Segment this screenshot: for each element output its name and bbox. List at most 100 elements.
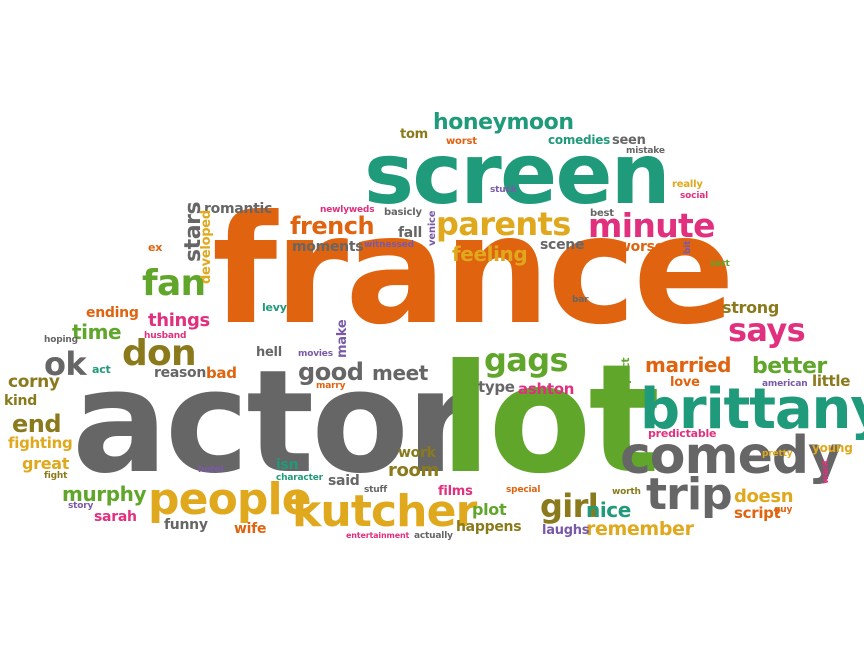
word-newlyweds: newlyweds	[320, 205, 375, 215]
word-doesn: doesn	[734, 486, 794, 507]
word-ashton: ashton	[518, 380, 575, 398]
word-reason: reason	[154, 365, 207, 381]
word-better: better	[752, 354, 827, 379]
word-social: social	[680, 191, 709, 201]
word-remember: remember	[586, 518, 694, 540]
word-end: end	[12, 410, 62, 438]
word-expect: expect	[619, 357, 632, 398]
word-girl: girl	[540, 487, 599, 525]
word-sarah: sarah	[94, 509, 137, 525]
word-comedy: comedy	[620, 426, 842, 486]
word-script: script	[734, 504, 781, 522]
word-act: act	[92, 363, 111, 376]
word-developed: developed	[199, 210, 214, 284]
word-special: special	[506, 485, 541, 495]
word-witnessed: witnessed	[364, 240, 414, 250]
word-trip: trip	[646, 469, 733, 520]
word-work: work	[398, 445, 436, 461]
word-bar: bar	[572, 295, 589, 305]
word-feeling: feeling	[452, 242, 528, 266]
word-actually: actually	[414, 531, 453, 541]
word-nice: nice	[586, 498, 631, 522]
word-fighting: fighting	[8, 434, 73, 452]
word-wife: wife	[234, 521, 267, 537]
word-strong: strong	[722, 298, 779, 317]
word-hell: hell	[256, 345, 282, 360]
word-brittany: brittany	[640, 377, 864, 442]
word-minute: minute	[588, 206, 716, 245]
word-character: character	[276, 473, 323, 483]
word-meet: meet	[372, 361, 428, 385]
word-married: married	[645, 353, 731, 377]
word-ending: ending	[86, 305, 139, 321]
word-worst: worst	[446, 136, 477, 147]
word-comedies: comedies	[548, 133, 611, 147]
word-type: type	[478, 378, 515, 396]
word-murphy: murphy	[62, 482, 147, 506]
word-ex: ex	[148, 241, 163, 254]
word-ok: ok	[44, 345, 87, 383]
word-good: good	[298, 358, 364, 386]
word-moments: moments	[292, 239, 364, 255]
word-worse: worse	[618, 239, 664, 255]
word-best: best	[590, 208, 614, 219]
word-stuff: stuff	[364, 485, 387, 495]
word-make: make	[335, 319, 350, 358]
word-kind: kind	[4, 393, 37, 409]
word-plot: plot	[472, 500, 507, 519]
word-romantic: romantic	[204, 201, 273, 217]
word-funny: funny	[164, 517, 208, 533]
word-room: room	[388, 460, 439, 481]
word-kutcher: kutcher	[292, 486, 477, 537]
word-want: want	[821, 459, 831, 484]
word-films: films	[438, 484, 473, 499]
word-hotel: hotel	[198, 465, 224, 475]
word-honeymoon: honeymoon	[433, 110, 574, 135]
word-levy: levy	[262, 301, 287, 314]
word-gags: gags	[484, 341, 569, 379]
word-pretty: pretty	[762, 449, 793, 459]
word-guy: guy	[774, 505, 793, 515]
word-bad: bad	[206, 364, 237, 382]
word-happens: happens	[456, 519, 522, 535]
word-laughs: laughs	[542, 523, 590, 538]
word-love: love	[670, 375, 700, 390]
word-worth: worth	[612, 487, 641, 497]
word-venice: venice	[427, 210, 438, 246]
word-little: little	[812, 372, 851, 390]
word-fight: fight	[44, 471, 68, 481]
word-mistake: mistake	[626, 146, 665, 156]
word-really: really	[672, 179, 703, 190]
word-people: people	[148, 474, 312, 525]
word-isn: isn	[276, 457, 299, 473]
word-actor: actor	[72, 340, 476, 505]
word-tom: tom	[400, 127, 428, 142]
word-lot: lot	[440, 333, 660, 507]
word-france: france	[212, 184, 735, 358]
word-basicly: basicly	[384, 207, 422, 218]
word-things: things	[148, 310, 210, 331]
word-american: american	[762, 379, 808, 389]
word-great: great	[22, 454, 70, 473]
word-predictable: predictable	[648, 427, 717, 440]
word-fall: fall	[398, 225, 423, 241]
word-corny: corny	[8, 372, 60, 392]
word-screen: screen	[364, 125, 671, 223]
word-seen: seen	[612, 133, 646, 148]
word-french: french	[290, 212, 375, 240]
word-husband: husband	[144, 331, 187, 341]
word-entertainment: entertainment	[346, 531, 410, 540]
word-don: don	[122, 333, 197, 374]
word-bit: bit	[683, 240, 693, 254]
word-said: said	[328, 473, 360, 489]
word-movies: movies	[298, 349, 333, 359]
word-says: says	[728, 311, 806, 349]
word-scene: scene	[540, 237, 585, 253]
word-young: young	[812, 441, 853, 455]
word-time: time	[72, 320, 122, 344]
word-story: story	[68, 501, 94, 511]
word-sort: sort	[710, 259, 730, 269]
word-marry: marry	[316, 381, 346, 391]
word-hoping: hoping	[44, 335, 78, 345]
